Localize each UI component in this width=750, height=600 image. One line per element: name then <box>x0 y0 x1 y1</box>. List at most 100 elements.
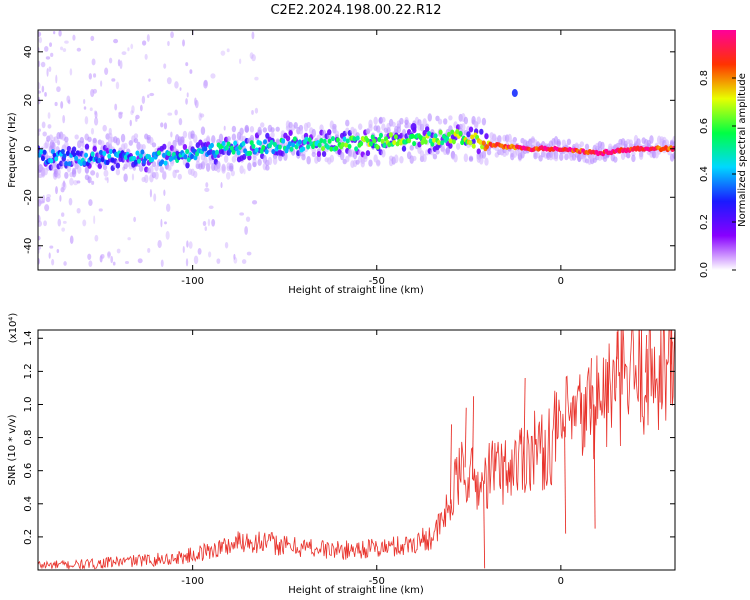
spectrogram-ridge-cell <box>287 141 292 147</box>
spectrogram-ridge-cell <box>259 148 264 154</box>
spectrogram-halo <box>144 174 149 184</box>
spectrogram-ridge-cell <box>322 138 327 144</box>
spectrogram-ridge-cell <box>261 144 266 151</box>
spectrogram-ridge-cell <box>248 150 253 156</box>
spectrogram-ridge-cell <box>102 150 107 157</box>
spectrogram-ridge-cell <box>471 143 476 149</box>
spectrogram-ridge-cell <box>75 150 80 156</box>
spectrogram-speckle <box>89 107 93 112</box>
spectrogram-speckle <box>100 80 103 87</box>
spectrogram-ridge-cell <box>231 149 236 155</box>
spectrogram-ridge-cell <box>307 137 312 143</box>
spectrogram-ridge-cell <box>163 160 168 166</box>
spectrogram-halo <box>249 125 255 133</box>
spectrogram-speckle <box>233 253 236 260</box>
spectrogram-ridge-cell <box>423 139 428 145</box>
spectrogram-speckle <box>188 241 193 249</box>
snr-xlabel: Height of straight line (km) <box>288 585 424 596</box>
spectrogram-speckle <box>60 187 65 193</box>
spectrogram-halo <box>631 154 636 163</box>
spectrogram-ridge-cell <box>193 155 198 161</box>
spectrogram-band <box>321 150 327 157</box>
spectrogram-halo <box>479 156 484 165</box>
spectrogram-ridge-cell <box>340 141 345 148</box>
spectrogram-ridge-cell <box>209 142 214 148</box>
spectrogram-halo <box>211 135 216 144</box>
spectrogram-speckle <box>104 67 109 75</box>
spectrogram-halo <box>180 136 185 143</box>
spectrogram-halo <box>553 154 559 162</box>
spectrogram-band <box>92 145 97 152</box>
spectrogram-speckle <box>72 34 76 41</box>
spectrogram-ridge-cell <box>161 152 166 158</box>
spectrogram-ridge-cell <box>352 136 357 142</box>
spectrogram-speckle <box>199 113 205 118</box>
spectrogram-speckle <box>174 109 178 116</box>
spectrogram-speckle <box>56 248 60 254</box>
spectrogram-halo <box>672 141 675 148</box>
snr-ytick-label: 1.2 <box>23 363 34 379</box>
spectrogram-speckle <box>112 261 116 266</box>
spectrogram-speckle <box>144 53 148 60</box>
spectrogram-ridge-cell <box>107 153 112 159</box>
colorbar-tick-label: 0.6 <box>699 118 710 134</box>
colorbar-ticks: 0.0 0.2 0.4 0.6 0.8 <box>699 70 736 278</box>
spectrogram-speckle <box>38 81 41 90</box>
spectrogram-halo <box>272 156 278 165</box>
spectrogram-speckle <box>90 127 95 135</box>
spectrogram-speckle <box>186 92 189 98</box>
spectrogram-ridge-cell <box>269 139 274 145</box>
spectrogram-halo <box>463 116 469 125</box>
spectrogram-halo <box>445 146 451 156</box>
spectrogram-speckle <box>163 189 166 196</box>
spectrogram-ridge-cell <box>369 141 374 147</box>
spectrogram-halo <box>167 165 172 171</box>
spectrogram-ridge-cell <box>67 161 72 167</box>
spectrogram-speckle <box>47 124 52 129</box>
spectrogram-halo <box>239 127 244 136</box>
spectrogram-speckle <box>118 112 123 119</box>
spectrogram-speckle <box>98 208 103 212</box>
spectrogram-halo <box>64 171 69 179</box>
spectrogram-halo <box>182 130 188 139</box>
spectrogram-speckle <box>38 60 41 67</box>
spectrogram-speckle <box>182 246 185 254</box>
spectrogram-speckle <box>99 255 103 263</box>
spectrogram-speckle <box>47 112 51 119</box>
spectrogram-ridge-cell <box>60 148 65 155</box>
spectrogram-ridge-cell <box>236 150 241 156</box>
spectrogram-speckle <box>68 99 71 105</box>
spectrogram-speckle <box>38 128 41 132</box>
spectrogram-speckle <box>44 46 49 52</box>
spectrogram-ridge-cell <box>105 159 110 166</box>
spectrogram-halo <box>409 145 414 151</box>
spectrogram-band <box>424 126 430 133</box>
spectrogram-speckle <box>127 237 131 241</box>
spectrogram-halo <box>311 128 316 138</box>
spectrogram-halo <box>177 173 182 180</box>
spectrogram-halo <box>427 113 432 122</box>
snr-ytick-label: 1.0 <box>23 397 34 413</box>
spectrogram-ridge-cell <box>330 135 335 142</box>
spectrogram-ridge-cell <box>251 143 256 150</box>
spectrogram-halo <box>115 168 121 176</box>
snr-spike <box>564 426 567 534</box>
spectrogram-ridge-cell <box>190 153 195 159</box>
spectrogram-speckle <box>117 59 121 67</box>
spectrogram-halo <box>270 131 275 139</box>
snr-marks <box>38 330 675 570</box>
spectrogram-speckle <box>41 85 45 93</box>
spectrogram-ridge-cell <box>40 155 45 162</box>
spectrogram-xtick-label: -100 <box>181 276 204 287</box>
spectrogram-speckle <box>76 47 82 52</box>
spectrogram-speckle <box>38 257 41 265</box>
snr-spike <box>589 358 592 409</box>
spectrogram-ridge-cell <box>319 138 324 144</box>
spectrogram-speckle <box>226 48 230 53</box>
spectrogram-halo <box>327 133 332 141</box>
spectrogram-speckle <box>205 182 209 188</box>
spectrogram-speckle <box>54 101 58 107</box>
spectrogram-speckle <box>225 171 231 180</box>
spectrogram-xtick-label: 0 <box>558 276 564 287</box>
spectrogram-speckle <box>93 73 97 78</box>
